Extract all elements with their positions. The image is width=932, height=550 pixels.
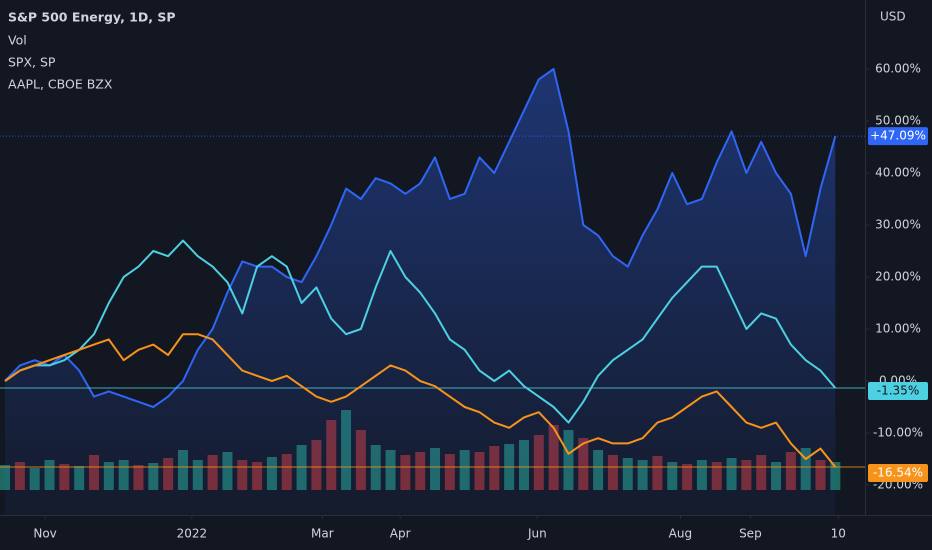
volume-bar bbox=[830, 462, 841, 490]
legend-spx: SPX, SP bbox=[8, 55, 56, 70]
last-value-label: +47.09% bbox=[870, 129, 926, 143]
y-tick-label: 10.00% bbox=[875, 321, 921, 335]
last-value-label: -16.54% bbox=[873, 466, 923, 480]
series-line bbox=[4, 333, 837, 468]
y-tick-label: 60.00% bbox=[875, 62, 921, 76]
last-value-box bbox=[868, 127, 928, 146]
axes: -20.00%-10.00%0.00%10.00%20.00%30.00%40.… bbox=[33, 62, 928, 541]
y-tick-label: -10.00% bbox=[873, 425, 923, 439]
y-tick-label: 30.00% bbox=[875, 218, 921, 232]
currency-label: USD bbox=[880, 10, 906, 24]
x-tick-label: Mar bbox=[311, 527, 334, 541]
legend-main: S&P 500 Energy, 1D, SP bbox=[8, 10, 176, 25]
last-value-box bbox=[868, 382, 928, 401]
last-value-box bbox=[868, 464, 928, 483]
x-tick-label: Jun bbox=[527, 527, 547, 541]
x-tick-label: Nov bbox=[33, 527, 56, 541]
legend-vol: Vol bbox=[8, 33, 27, 48]
y-tick-label: 20.00% bbox=[875, 269, 921, 283]
x-tick-label: 10 bbox=[831, 527, 846, 541]
x-tick-label: Aug bbox=[669, 527, 692, 541]
y-tick-label: 50.00% bbox=[875, 114, 921, 128]
plot-area bbox=[0, 68, 865, 515]
x-tick-label: Apr bbox=[390, 527, 411, 541]
x-tick-label: Sep bbox=[739, 527, 762, 541]
y-tick-label: 40.00% bbox=[875, 166, 921, 180]
x-tick-label: 2022 bbox=[177, 527, 208, 541]
series-line bbox=[4, 68, 837, 408]
legend-aapl: AAPL, CBOE BZX bbox=[8, 77, 113, 92]
last-value-label: -1.35% bbox=[877, 384, 919, 398]
series-line bbox=[4, 239, 837, 424]
